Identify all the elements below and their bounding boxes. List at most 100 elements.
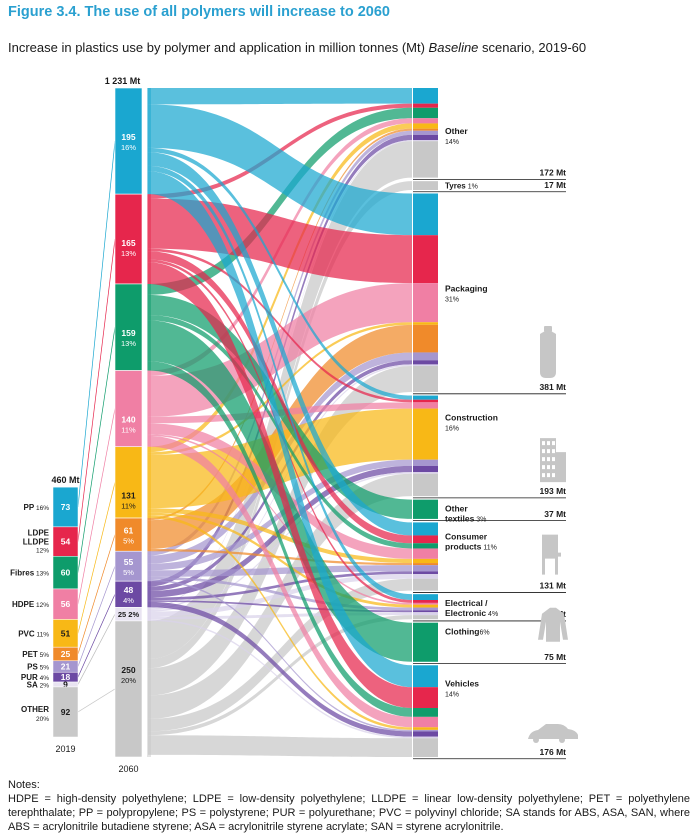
app-segment-consumer-sa	[413, 574, 438, 579]
app-segment-vehicles-ldpe	[413, 687, 438, 709]
app-total-construction: 193 Mt	[540, 486, 567, 496]
flow-pur-to-electrical	[148, 600, 412, 613]
connector-pet	[77, 534, 116, 655]
flow-ps-to-construction	[148, 459, 412, 571]
bar-2019-ldpe	[52, 526, 79, 557]
app-segment-construction-ps	[413, 459, 438, 466]
ribbon-start-pur	[147, 581, 151, 608]
value-2019-fibres: 60	[61, 568, 71, 578]
value-2060-ldpe: 165	[121, 238, 135, 248]
chair-icon	[542, 534, 561, 575]
app-label-consumer-line2: products 11%	[445, 541, 497, 551]
value-2019-pet: 25	[61, 649, 71, 659]
app-segment-consumer-fibres	[413, 543, 438, 549]
polymer-label-sa: SA 2%	[27, 680, 50, 689]
polymer-label-other: OTHER 20%	[21, 705, 49, 723]
value-2019-pp: 73	[61, 502, 71, 512]
app-segment-other-pp	[413, 88, 438, 104]
connector-pvc	[77, 482, 116, 634]
polymer-label-pet: PET 5%	[22, 650, 49, 659]
pct-2060-ldpe: 13%	[121, 249, 136, 258]
app-label-packaging: Packaging	[445, 283, 488, 293]
app-pct-packaging: 31%	[445, 296, 459, 303]
app-segment-construction-pvc	[413, 408, 438, 460]
flow-fibres-to-vehicles	[148, 361, 412, 717]
subtitle-scenario: Baseline	[428, 40, 479, 55]
value-2019-other: 92	[61, 707, 71, 717]
car-icon	[528, 724, 578, 743]
app-segment-consumer-other	[413, 578, 438, 591]
app-segment-construction-sa	[413, 472, 438, 474]
flow-sa-to-consumer	[148, 574, 412, 617]
app-segment-construction-pp	[413, 395, 438, 400]
ribbon-start-fibres	[147, 283, 151, 371]
connector-pp	[77, 141, 116, 508]
flow-ps-to-vehicles	[148, 579, 412, 732]
ribbon-start-pp	[147, 88, 151, 195]
sweater-icon	[538, 607, 568, 642]
connector-ps	[77, 566, 116, 667]
bottle-icon	[540, 326, 556, 379]
app-label-other: Other	[445, 126, 468, 136]
app-total-packaging: 381 Mt	[540, 382, 567, 392]
value-2019-hdpe: 56	[61, 599, 71, 609]
app-segment-electrical-ldpe	[413, 599, 438, 603]
notes: Notes: HDPE = high-density polyethylene;…	[8, 778, 690, 834]
value-2019-ldpe: 54	[61, 537, 71, 547]
flow-pvc-to-electrical	[148, 512, 412, 608]
app-segment-packaging-pur	[413, 360, 438, 365]
value-2019-sa: 9	[63, 679, 68, 689]
app-total-othertextiles: 37 Mt	[544, 509, 566, 519]
flow-sa-to-other	[148, 140, 412, 609]
flow-pvc-to-other	[148, 123, 412, 453]
flow-pp-to-consumer	[148, 152, 412, 536]
app-segment-tyres-other	[413, 181, 438, 190]
ribbon-start-ps	[147, 551, 151, 582]
app-segment-electrical-pp	[413, 594, 438, 600]
pct-2060-other: 20%	[121, 676, 136, 685]
flow-pp-to-electrical	[148, 165, 412, 600]
flow-fibres-to-othertextiles	[148, 294, 412, 519]
app-segment-vehicles-pvc	[413, 727, 438, 730]
value-2019-ps: 21	[61, 662, 71, 672]
flow-hdpe-to-vehicles	[148, 435, 412, 728]
polymer-label-pp: PP 16%	[24, 503, 50, 512]
flow-ldpe-to-vehicles	[148, 262, 412, 709]
app-segment-vehicles-pp	[413, 665, 438, 688]
bar-2060-pur	[114, 580, 143, 608]
app-label-othertextiles-line2: textiles 3%	[445, 514, 486, 524]
app-total-consumer: 131 Mt	[540, 581, 567, 591]
app-segment-consumer-pet	[413, 563, 438, 566]
app-total-clothing: 75 Mt	[544, 652, 566, 662]
notes-text: HDPE = high-density polyethylene; LDPE =…	[8, 793, 690, 833]
app-segment-othertextiles-fibres	[413, 499, 438, 519]
app-pct-other: 14%	[445, 139, 459, 146]
polymer-label-ps: PS 5%	[27, 663, 49, 672]
connector-sa	[77, 613, 116, 685]
flow-ps-to-electrical	[148, 576, 412, 611]
connector-pur	[77, 594, 116, 678]
flow-pvc-to-construction	[148, 408, 412, 509]
pct-2060-pur: 4%	[123, 596, 134, 605]
flow-other-to-electrical	[148, 615, 412, 736]
value-2060-other: 250	[121, 665, 135, 675]
flow-pur-to-vehicles	[148, 601, 412, 737]
app-segment-packaging-ps	[413, 352, 438, 361]
figure-subtitle: Increase in plastics use by polymer and …	[8, 40, 586, 55]
app-segment-other-ps	[413, 130, 438, 135]
flow-fibres-to-other	[148, 107, 412, 295]
value-2060-pp: 195	[121, 132, 135, 142]
connector-fibres	[77, 327, 116, 573]
bar-2019-other	[52, 686, 79, 738]
ribbon-start-pvc	[147, 446, 151, 519]
app-segment-packaging-ldpe	[413, 235, 438, 284]
app-segment-vehicles-ps	[413, 729, 438, 732]
app-segment-vehicles-fibres	[413, 708, 438, 717]
value-2060-sa: 25 2%	[118, 610, 140, 619]
app-segment-vehicles-other	[413, 738, 438, 757]
flow-hdpe-to-electrical	[148, 434, 412, 605]
app-segment-consumer-hdpe	[413, 548, 438, 559]
app-segment-vehicles-pur	[413, 731, 438, 737]
app-label-othertextiles-line1: Other	[445, 504, 468, 514]
app-segment-other-pvc	[413, 123, 438, 129]
